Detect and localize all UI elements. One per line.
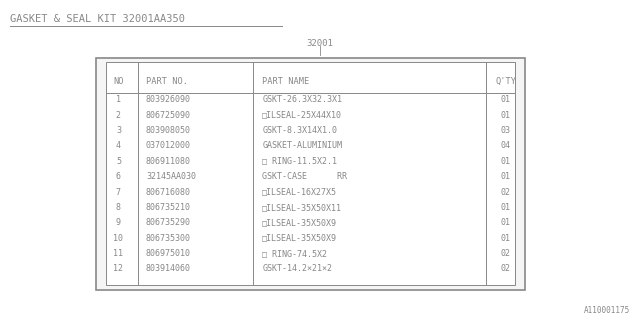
Text: 7: 7 — [116, 188, 121, 196]
Text: 806735300: 806735300 — [146, 234, 191, 243]
Text: 806975010: 806975010 — [146, 249, 191, 258]
Text: 1: 1 — [116, 95, 121, 104]
Text: □ RING-11.5X2.1: □ RING-11.5X2.1 — [262, 157, 337, 166]
Text: 01: 01 — [500, 203, 511, 212]
Text: GASKET & SEAL KIT 32001AA350: GASKET & SEAL KIT 32001AA350 — [10, 14, 184, 24]
Text: □ILSEAL-35X50X9: □ILSEAL-35X50X9 — [262, 218, 337, 227]
Text: GSKT-14.2×21×2: GSKT-14.2×21×2 — [262, 264, 332, 273]
Text: GASKET-ALUMINIUM: GASKET-ALUMINIUM — [262, 141, 342, 150]
Text: 806735210: 806735210 — [146, 203, 191, 212]
Text: Q'TY: Q'TY — [495, 77, 516, 86]
Text: □ RING-74.5X2: □ RING-74.5X2 — [262, 249, 328, 258]
Text: PART NO.: PART NO. — [146, 77, 188, 86]
Text: 04: 04 — [500, 141, 511, 150]
Text: 9: 9 — [116, 218, 121, 227]
Bar — [106, 62, 515, 285]
Text: 803908050: 803908050 — [146, 126, 191, 135]
Text: GSKT-8.3X14X1.0: GSKT-8.3X14X1.0 — [262, 126, 337, 135]
Text: 6: 6 — [116, 172, 121, 181]
Text: GSKT-26.3X32.3X1: GSKT-26.3X32.3X1 — [262, 95, 342, 104]
Text: 803914060: 803914060 — [146, 264, 191, 273]
Bar — [96, 58, 525, 290]
Text: 02: 02 — [500, 249, 511, 258]
Text: 8: 8 — [116, 203, 121, 212]
Text: 01: 01 — [500, 172, 511, 181]
Text: 32145AA030: 32145AA030 — [146, 172, 196, 181]
Text: 037012000: 037012000 — [146, 141, 191, 150]
Text: 03: 03 — [500, 126, 511, 135]
Text: □ILSEAL-16X27X5: □ILSEAL-16X27X5 — [262, 188, 337, 196]
Text: PART NAME: PART NAME — [262, 77, 310, 86]
Text: 01: 01 — [500, 218, 511, 227]
Text: 10: 10 — [113, 234, 124, 243]
Text: 11: 11 — [113, 249, 124, 258]
Text: 806911080: 806911080 — [146, 157, 191, 166]
Text: 02: 02 — [500, 264, 511, 273]
Text: GSKT-CASE      RR: GSKT-CASE RR — [262, 172, 348, 181]
Text: 5: 5 — [116, 157, 121, 166]
Text: 32001: 32001 — [307, 39, 333, 48]
Text: 806725090: 806725090 — [146, 111, 191, 120]
Text: 02: 02 — [500, 188, 511, 196]
Text: 803926090: 803926090 — [146, 95, 191, 104]
Text: 01: 01 — [500, 157, 511, 166]
Text: 806716080: 806716080 — [146, 188, 191, 196]
Text: 01: 01 — [500, 234, 511, 243]
Text: 4: 4 — [116, 141, 121, 150]
Text: 12: 12 — [113, 264, 124, 273]
Text: A110001175: A110001175 — [584, 306, 630, 315]
Text: 3: 3 — [116, 126, 121, 135]
Text: □ILSEAL-35X50X11: □ILSEAL-35X50X11 — [262, 203, 342, 212]
Text: □ILSEAL-35X50X9: □ILSEAL-35X50X9 — [262, 234, 337, 243]
Text: 2: 2 — [116, 111, 121, 120]
Text: NO: NO — [113, 77, 124, 86]
Text: 01: 01 — [500, 95, 511, 104]
Text: 806735290: 806735290 — [146, 218, 191, 227]
Text: 01: 01 — [500, 111, 511, 120]
Text: □ILSEAL-25X44X10: □ILSEAL-25X44X10 — [262, 111, 342, 120]
